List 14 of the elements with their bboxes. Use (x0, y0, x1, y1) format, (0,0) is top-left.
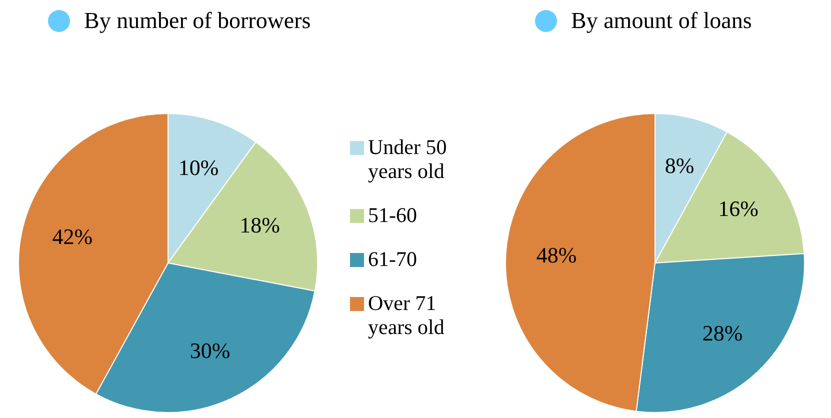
data-label: 16% (718, 196, 758, 221)
data-label: 48% (536, 242, 577, 268)
chart-title: By number of borrowers (84, 8, 311, 34)
legend-label: Under 50 years old (368, 135, 448, 183)
data-label: 8% (664, 153, 694, 178)
legend-label: 61-70 (368, 247, 418, 271)
data-label: 28% (702, 320, 743, 346)
data-label: 18% (240, 212, 280, 238)
data-label: 10% (178, 154, 219, 180)
data-label: 42% (52, 224, 93, 250)
legend-label: 51-60 (368, 203, 418, 227)
chart-title: By amount of loans (571, 8, 752, 34)
legend-label: Over 71 years old (368, 291, 446, 339)
data-label: 30% (190, 338, 230, 364)
